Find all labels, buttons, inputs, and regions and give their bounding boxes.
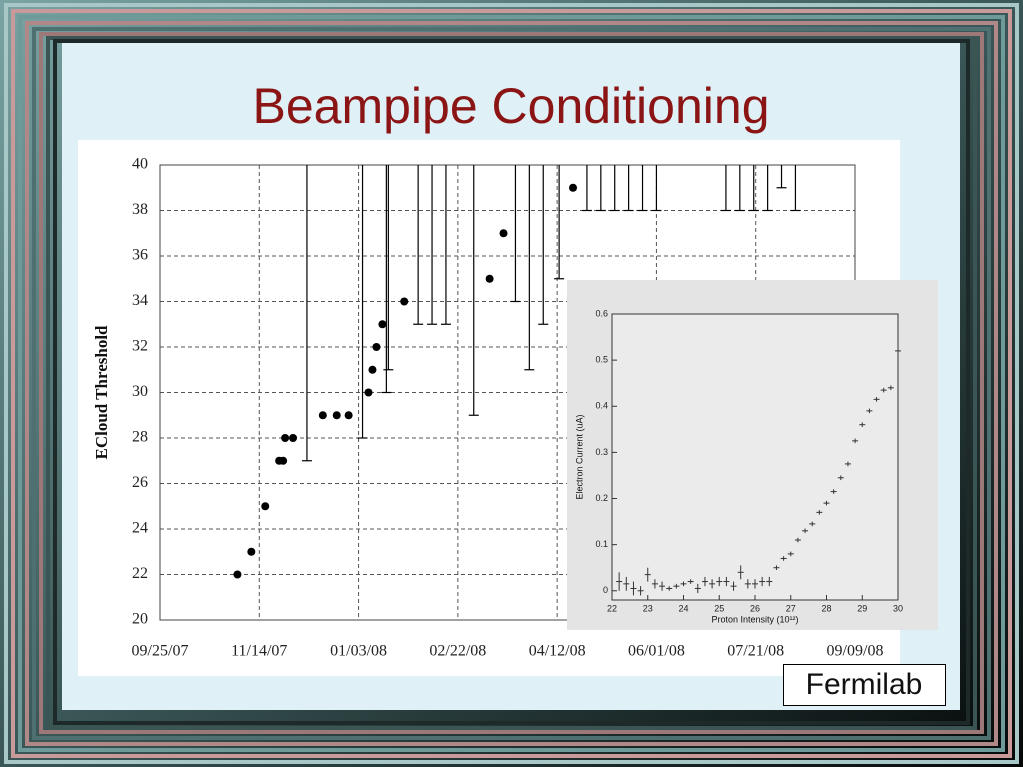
data-point — [281, 434, 290, 442]
y-tick-label: 0.3 — [595, 447, 608, 457]
y-tick-label: 36 — [132, 247, 148, 264]
x-tick-label: 01/03/08 — [330, 643, 387, 660]
x-tick-label: 02/22/08 — [429, 643, 486, 660]
x-tick-label: 24 — [678, 603, 688, 613]
y-tick-label: 0.4 — [595, 401, 608, 411]
y-tick-label: 30 — [132, 383, 148, 400]
x-axis-label: Proton Intensity (10¹²) — [711, 614, 798, 624]
x-tick-label: 06/01/08 — [628, 643, 685, 660]
x-tick-label: 07/21/08 — [727, 643, 784, 660]
data-point — [400, 297, 409, 306]
y-tick-label: 0.2 — [595, 493, 608, 503]
y-tick-label: 38 — [132, 201, 148, 218]
x-tick-label: 09/25/07 — [132, 643, 189, 660]
y-tick-label: 32 — [132, 338, 148, 355]
x-tick-label: 09/09/08 — [827, 643, 884, 660]
y-tick-label: 26 — [132, 474, 148, 491]
x-tick-label: 26 — [750, 603, 760, 613]
data-point — [485, 274, 494, 283]
x-tick-label: 11/14/07 — [231, 643, 287, 660]
data-point — [247, 547, 256, 556]
x-tick-label: 23 — [643, 603, 653, 613]
y-tick-label: 24 — [132, 520, 148, 537]
plot-area — [611, 313, 899, 601]
data-point — [499, 229, 508, 238]
source-label: Fermilab — [806, 668, 923, 701]
inset-chart: 0 0.1 0.2 0.3 0.4 0.5 0.6 22 23 24 25 26 27 28 29 30 Ele… — [574, 308, 903, 624]
data-point — [261, 502, 270, 511]
y-tick-label: 0.6 — [595, 308, 608, 318]
data-point — [372, 343, 381, 351]
data-point — [378, 320, 387, 329]
main-chart: 20 22 24 26 28 30 32 34 36 38 40 09/25/07 11/14/07 01… — [92, 156, 884, 660]
y-tick-label: 0.1 — [595, 539, 608, 549]
x-tick-label: 29 — [857, 603, 867, 613]
y-tick-label: 22 — [132, 565, 148, 582]
frame-stripes — [4, 3, 1019, 764]
x-tick-label: 27 — [786, 603, 796, 613]
y-tick-label: 40 — [132, 156, 148, 173]
x-tick-label: 30 — [893, 603, 903, 613]
x-tick-label: 25 — [714, 603, 724, 613]
y-tick-label: 0 — [603, 585, 608, 595]
data-point — [569, 183, 578, 192]
data-point — [279, 456, 288, 465]
data-point — [332, 411, 341, 420]
data-point — [344, 411, 353, 420]
y-tick-label: 34 — [132, 292, 148, 309]
y-tick-label: 0.5 — [595, 355, 608, 365]
data-point — [233, 570, 242, 579]
source-box — [783, 664, 946, 706]
x-tick-label: 04/12/08 — [529, 643, 586, 660]
y-tick-label: 28 — [132, 429, 148, 446]
x-tick-label: 22 — [607, 603, 617, 613]
x-tick-label: 28 — [821, 603, 831, 613]
y-axis-label: Electron Current (uA) — [574, 414, 584, 499]
slide-title: Beampipe Conditioning — [252, 78, 769, 134]
data-point — [318, 411, 327, 420]
data-point — [368, 365, 377, 374]
data-point — [289, 434, 298, 442]
data-point — [364, 388, 373, 397]
y-tick-label: 20 — [132, 611, 148, 628]
y-axis-label: ECloud Threshold — [92, 325, 111, 460]
